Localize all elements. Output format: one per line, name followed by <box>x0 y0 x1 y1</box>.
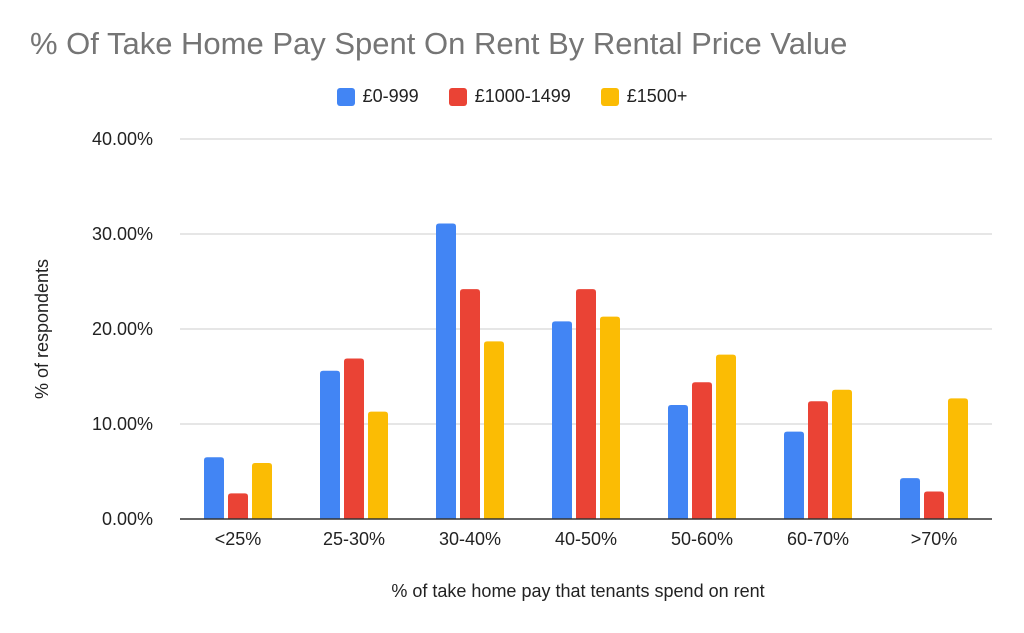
chart-legend: £0-999 £1000-1499 £1500+ <box>0 86 1024 107</box>
y-tick-label: 10.00% <box>92 414 153 434</box>
y-tick-label: 20.00% <box>92 319 153 339</box>
y-tick-label: 30.00% <box>92 224 153 244</box>
y-tick-label: 0.00% <box>102 509 153 529</box>
bar-30-40%-series-1 <box>436 223 456 520</box>
axes: 0.00% 10.00% 20.00% 30.00% 40.00% <25% 25-30% 3… <box>92 129 992 549</box>
chart-title: % Of Take Home Pay Spent On Rent By Rent… <box>30 26 848 61</box>
x-tick-label: >70% <box>911 529 958 549</box>
legend-label-series-2: £1000-1499 <box>474 86 571 106</box>
bar-50-60%-series-1 <box>668 405 688 519</box>
bar-50-60%-series-3 <box>716 354 736 519</box>
legend-label-series-1: £0-999 <box>362 86 419 106</box>
bar-50-60%-series-2 <box>692 382 712 519</box>
x-tick-label: <25% <box>215 529 262 549</box>
bar-60-70%-series-3 <box>832 389 852 519</box>
x-tick-label: 25-30% <box>323 529 385 549</box>
y-tick-label: 40.00% <box>92 129 153 149</box>
bars <box>204 223 968 520</box>
legend-item-series-2: £1000-1499 <box>448 86 571 107</box>
legend-swatch-series-1 <box>336 87 355 106</box>
bar-25-30%-series-2 <box>344 358 364 519</box>
legend-label-series-3: £1500+ <box>626 86 688 106</box>
bar-30-40%-series-2 <box>460 289 480 519</box>
bar-25-30%-series-1 <box>320 370 340 519</box>
legend-swatch-series-2 <box>448 87 467 106</box>
bar-<25%-series-1 <box>204 457 224 519</box>
bar-30-40%-series-3 <box>484 341 504 519</box>
bar-25-30%-series-3 <box>368 411 388 519</box>
y-axis-title: % of respondents <box>32 259 52 399</box>
bar->70%-series-1 <box>900 478 920 519</box>
legend-swatch-series-3 <box>600 87 619 106</box>
bar-60-70%-series-1 <box>784 431 804 519</box>
x-tick-label: 30-40% <box>439 529 501 549</box>
bar->70%-series-3 <box>948 398 968 519</box>
bar-60-70%-series-2 <box>808 401 828 519</box>
legend-item-series-1: £0-999 <box>336 86 419 107</box>
x-tick-label: 40-50% <box>555 529 617 549</box>
bar-40-50%-series-1 <box>552 321 572 519</box>
x-tick-label: 60-70% <box>787 529 849 549</box>
bar-40-50%-series-3 <box>600 316 620 519</box>
x-axis-title: % of take home pay that tenants spend on… <box>391 581 764 601</box>
bar-40-50%-series-2 <box>576 289 596 519</box>
bar-<25%-series-3 <box>252 462 272 519</box>
legend-item-series-3: £1500+ <box>600 86 688 107</box>
bar-<25%-series-2 <box>228 493 248 519</box>
bar->70%-series-2 <box>924 491 944 519</box>
x-tick-label: 50-60% <box>671 529 733 549</box>
